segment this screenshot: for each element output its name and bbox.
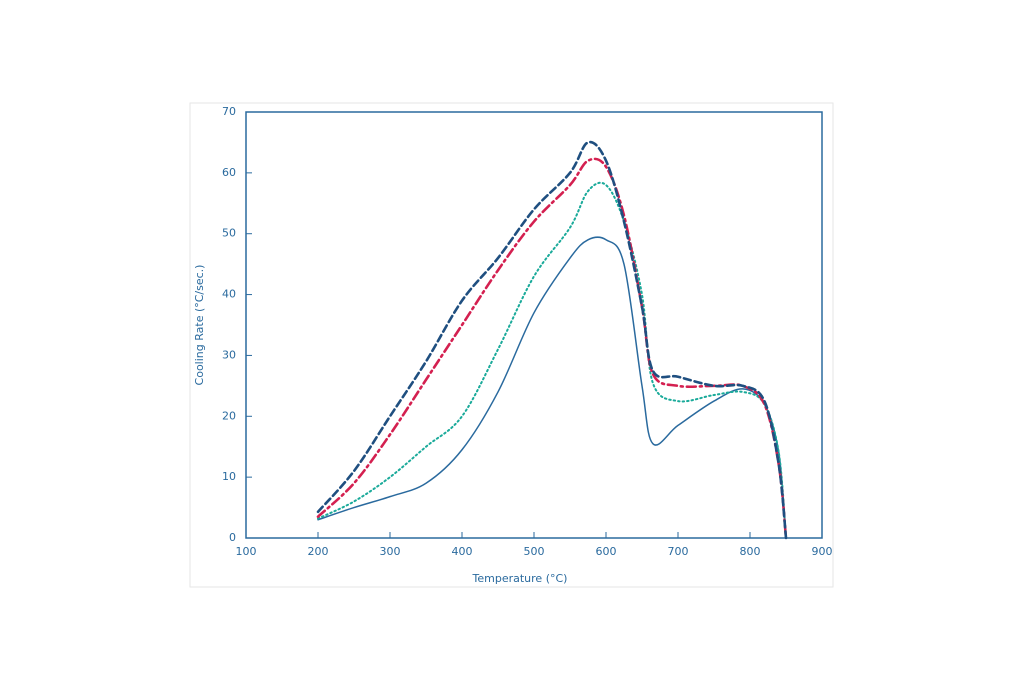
y-tick-label: 50	[222, 227, 236, 240]
x-tick-label: 900	[812, 545, 833, 558]
y-axis-title: Cooling Rate (°C/sec.)	[193, 265, 206, 386]
series-line	[317, 181, 787, 539]
y-tick-label: 20	[222, 409, 236, 422]
chart-panel	[189, 102, 834, 588]
x-tick-label: 400	[452, 545, 473, 558]
y-tick-label: 10	[222, 470, 236, 483]
series-line	[316, 140, 788, 540]
x-tick-label: 500	[524, 545, 545, 558]
y-tick-label: 0	[229, 531, 236, 544]
x-tick-label: 200	[308, 545, 329, 558]
x-tick-label: 300	[380, 545, 401, 558]
series-line	[317, 236, 787, 539]
y-tick-label: 60	[222, 166, 236, 179]
x-axis-title: Temperature (°C)	[472, 572, 568, 585]
x-tick-label: 800	[740, 545, 761, 558]
y-tick-label: 70	[222, 105, 236, 118]
y-tick-label: 30	[222, 348, 236, 361]
x-tick-label: 600	[596, 545, 617, 558]
y-tick-label: 40	[222, 288, 236, 301]
x-tick-label: 700	[668, 545, 689, 558]
x-tick-label: 100	[236, 545, 257, 558]
